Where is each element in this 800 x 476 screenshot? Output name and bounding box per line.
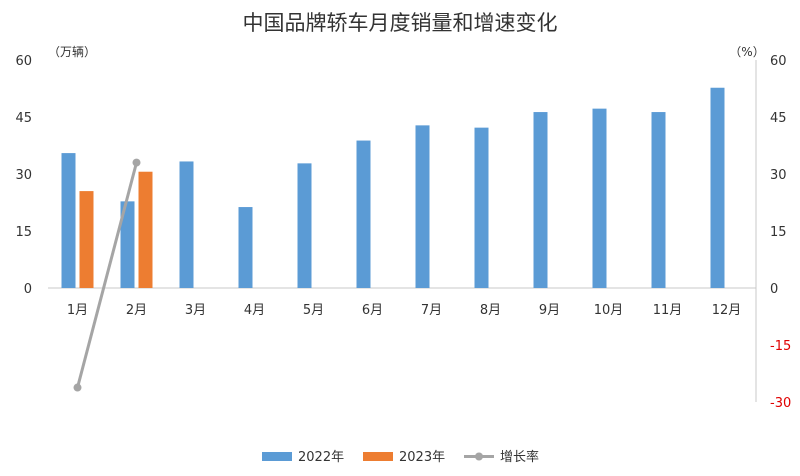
legend-label: 增长率 [500,449,539,465]
bar [120,201,135,288]
legend-label: 2023年 [399,450,445,465]
bar [356,140,371,288]
bar [61,153,76,288]
left-tick-label: 0 [24,282,32,297]
line-series-group [73,158,141,392]
left-axis-ticks: 0 15 30 45 60 [15,54,32,297]
legend: 2022年 2023年 增长率 [262,449,539,465]
line-point [73,383,82,392]
x-tick-label: 11月 [653,303,683,318]
bar [238,207,253,288]
chart-title: 中国品牌轿车月度销量和增速变化 [243,11,558,35]
x-axis-ticks: 1月 2月 3月 4月 5月 6月 7月 8月 9月 10月 11月 12月 [67,303,741,318]
x-tick-label: 6月 [362,303,383,318]
x-tick-label: 9月 [539,303,560,318]
bar [474,127,489,288]
x-tick-label: 2月 [126,303,147,318]
x-tick-label: 7月 [421,303,442,318]
right-tick-label: 0 [770,282,778,297]
bar [79,191,94,288]
right-tick-label: 45 [770,111,787,126]
legend-swatch [262,452,292,461]
bar [592,108,607,288]
bar [179,161,194,288]
bar [533,112,548,288]
left-axis-unit: （万辆） [48,45,96,59]
right-tick-label: 30 [770,168,787,183]
right-tick-label: -15 [770,339,791,354]
legend-label: 2022年 [298,450,344,465]
line-point [132,158,141,167]
bar [297,163,312,288]
x-tick-label: 3月 [185,303,206,318]
bar [138,171,153,288]
x-tick-label: 1月 [67,303,88,318]
x-tick-label: 10月 [594,303,624,318]
right-axis-unit: （%） [729,45,764,59]
bar [651,112,666,288]
line-series-path [76,162,138,388]
left-tick-label: 15 [15,225,32,240]
x-tick-label: 12月 [712,303,742,318]
left-tick-label: 45 [15,111,32,126]
legend-swatch-marker [475,452,483,461]
right-tick-label: -30 [770,396,791,411]
legend-swatch [363,452,393,461]
x-tick-label: 4月 [244,303,265,318]
right-tick-label: 60 [770,54,787,69]
bar [415,125,430,288]
right-tick-label: 15 [770,225,787,240]
left-tick-label: 60 [15,54,32,69]
bars-group [61,87,725,289]
bar [710,87,725,289]
x-tick-label: 8月 [480,303,501,318]
x-tick-label: 5月 [303,303,324,318]
right-axis-ticks: -30 -15 0 15 30 45 60 [770,54,791,411]
left-tick-label: 30 [15,168,32,183]
